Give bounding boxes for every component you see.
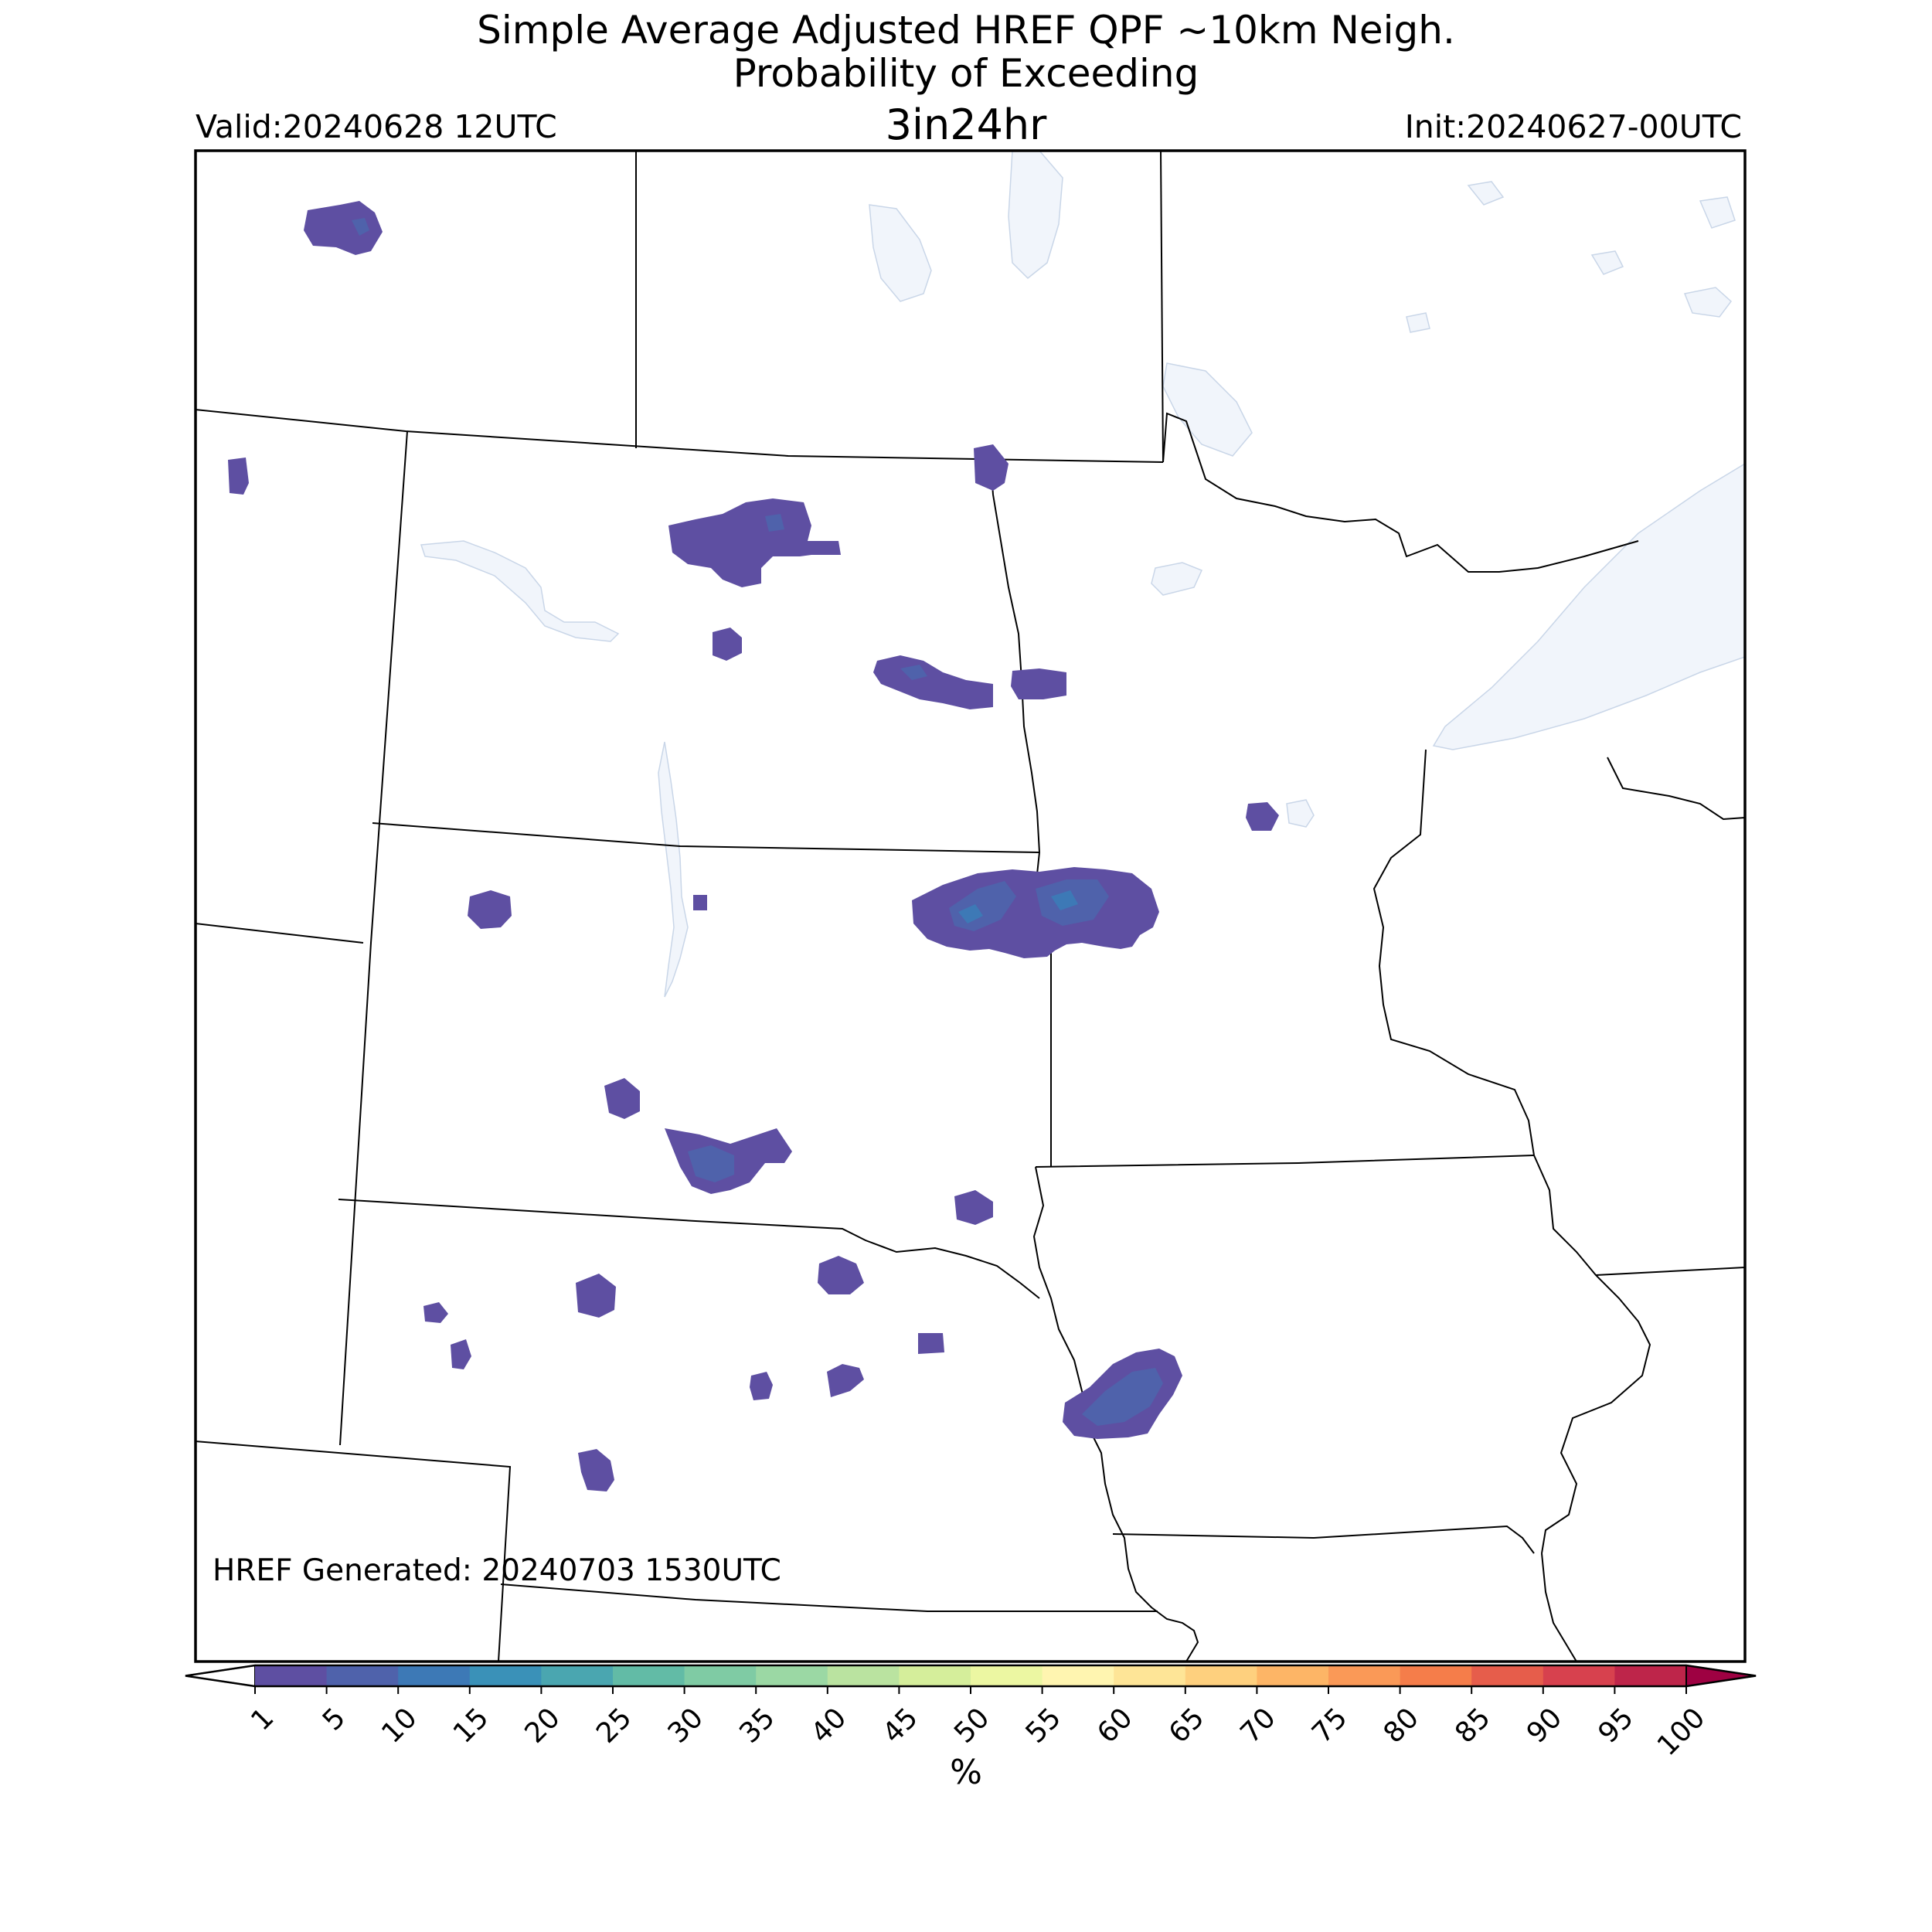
il-mo-border (1541, 1553, 1577, 1662)
map-frame (194, 149, 1747, 1663)
ia-mo-border (1112, 1525, 1535, 1554)
sd-ia-border (1032, 1166, 1083, 1392)
title-line-2: Probability of Exceeding (733, 51, 1199, 96)
colorbar-cell (398, 1665, 471, 1686)
colorbar-tick-label: 45 (876, 1702, 923, 1749)
ia-wi-il-border (1533, 1155, 1651, 1554)
sd-ne-border (338, 1199, 1040, 1299)
colorbar-cell (684, 1665, 757, 1686)
colorbar-tick-label: 50 (948, 1702, 995, 1749)
colorbar-tick-label: 85 (1449, 1702, 1496, 1749)
colorbar-tick-label: 75 (1306, 1702, 1353, 1749)
colorbar-cell (255, 1665, 328, 1686)
contour-10-15pct (958, 890, 1078, 923)
colorbar-cell (326, 1665, 399, 1686)
colorbar-cell (541, 1665, 614, 1686)
probability-contours (228, 201, 1279, 1492)
ne-ks-border (500, 1583, 1158, 1612)
colorbar-cell (1614, 1665, 1687, 1686)
montana-dakota-border (339, 430, 408, 1446)
colorbar-tick-label: 5 (317, 1702, 352, 1736)
colorbar-ticks: 1 5 10 15 20 25 30 35 40 45 50 55 60 65 70 75 80 85 90 95 10… (245, 1686, 1711, 1762)
ontario-lakes (1406, 181, 1736, 333)
colorbar-tick-label: 15 (447, 1702, 495, 1749)
colorbar-cell (1114, 1665, 1186, 1686)
colorbar-tick-label: 55 (1020, 1702, 1067, 1749)
colorbar-cell (971, 1665, 1043, 1686)
ne-ia-border (1081, 1390, 1199, 1662)
map-panel (194, 149, 1747, 1663)
colorbar-extend-high (1685, 1664, 1757, 1688)
devils-lake (1151, 562, 1203, 596)
mn-wi-border (1372, 749, 1535, 1156)
title-line-1: Simple Average Adjusted HREF QPF ~10km N… (477, 8, 1455, 53)
colorbar-cell (1543, 1665, 1615, 1686)
wy-co-border (196, 1440, 512, 1662)
colorbar-cell (756, 1665, 828, 1686)
colorbar-tick-label: 60 (1091, 1702, 1138, 1749)
colorbar-cell (1328, 1665, 1401, 1686)
red-lake (1286, 799, 1315, 828)
colorbar-tick-label: 35 (733, 1702, 781, 1749)
colorbar-cell (1185, 1665, 1257, 1686)
nd-sd-border (372, 822, 1040, 853)
colorbar-tick-label: 70 (1234, 1702, 1281, 1749)
colorbar: 1 5 10 15 20 25 30 35 40 45 50 55 60 65 70 75 80 85 90 95 10… (185, 1664, 1757, 1762)
lake-of-the-woods (1162, 362, 1253, 457)
canada-us-border-east (1162, 412, 1639, 573)
colorbar-tick-label: 65 (1163, 1702, 1210, 1749)
wi-il-border (1595, 1267, 1745, 1276)
colorbar-tick-label: 25 (590, 1702, 638, 1749)
colorbar-cells (185, 1664, 1757, 1688)
init-time-label: Init:20240627-00UTC (1404, 108, 1742, 145)
lake-manitoba (869, 204, 932, 302)
colorbar-cell (899, 1665, 971, 1686)
colorbar-tick-label: 30 (662, 1702, 709, 1749)
manitoba-ontario-border (1160, 151, 1164, 463)
mi-wi-border (1607, 757, 1745, 821)
lake-superior (1432, 463, 1745, 750)
colorbar-extend-low (185, 1664, 256, 1688)
colorbar-cell (1400, 1665, 1472, 1686)
valid-time-label: Valid:20240628 12UTC (196, 108, 557, 145)
lake-winnipeg-south (1008, 151, 1063, 280)
colorbar-unit-label: % (950, 1753, 982, 1792)
lake-sakakawea (420, 540, 620, 642)
colorbar-cell (827, 1665, 900, 1686)
colorbar-cell (1471, 1665, 1544, 1686)
title-line-3: 3in24hr (885, 100, 1047, 149)
colorbar-tick-label: 20 (519, 1702, 566, 1749)
colorbar-cell (1042, 1665, 1114, 1686)
colorbar-tick-label: 95 (1592, 1702, 1639, 1749)
colorbar-cell (469, 1665, 542, 1686)
colorbar-tick-label: 80 (1378, 1702, 1425, 1749)
water-bodies (420, 151, 1745, 998)
generated-time-label: HREF Generated: 20240703 1530UTC (213, 1553, 781, 1588)
colorbar-tick-label: 90 (1521, 1702, 1568, 1749)
mn-ia-border (1035, 1155, 1535, 1168)
colorbar-tick-label: 1 (245, 1702, 280, 1736)
colorbar-tick-label: 10 (376, 1702, 423, 1749)
idaho-wyoming-border (196, 923, 364, 944)
colorbar-cell (1257, 1665, 1329, 1686)
colorbar-tick-label: 40 (805, 1702, 852, 1749)
oahe-reservoir (658, 741, 689, 998)
colorbar-cell (613, 1665, 685, 1686)
